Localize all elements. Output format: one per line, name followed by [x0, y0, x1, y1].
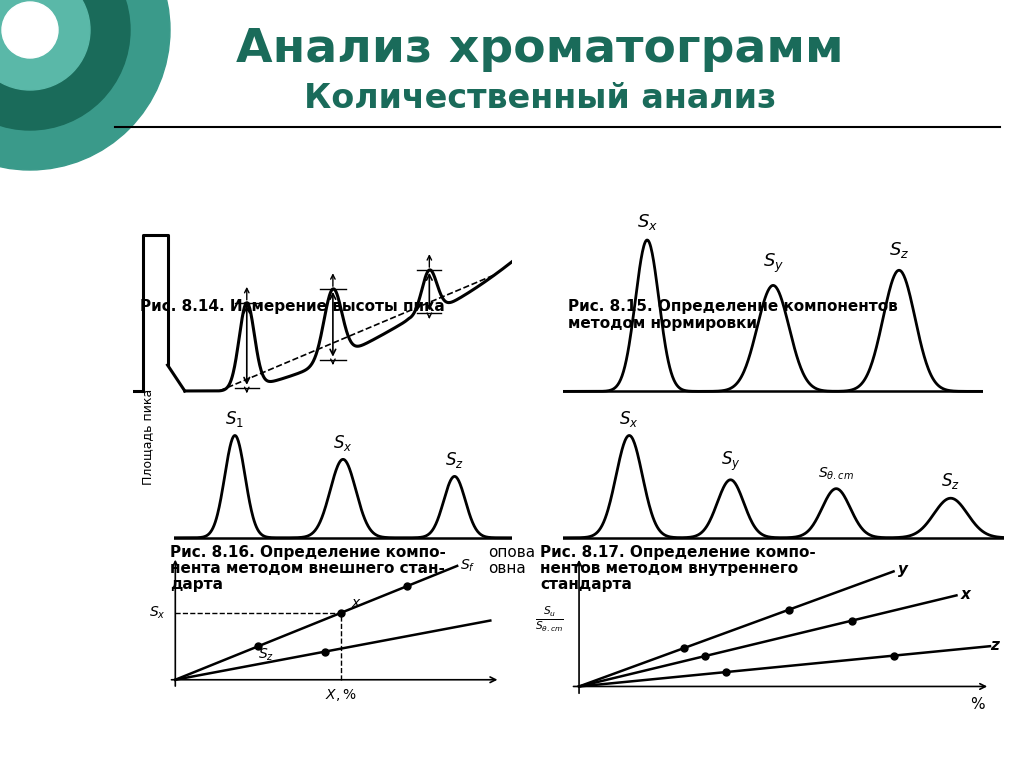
Text: Рис. 8.15. Определение компонентов: Рис. 8.15. Определение компонентов — [568, 299, 898, 314]
Text: овна: овна — [488, 561, 525, 576]
Text: $S_f$: $S_f$ — [461, 558, 476, 574]
Text: $S_z$: $S_z$ — [258, 647, 274, 663]
Text: опова: опова — [488, 545, 536, 560]
Text: дарта: дарта — [170, 577, 223, 592]
Text: нента методом внешнего стан-: нента методом внешнего стан- — [170, 561, 444, 576]
Text: y: y — [898, 562, 907, 577]
Text: $x$: $x$ — [351, 596, 361, 610]
Text: Рис. 8.16. Определение компо-: Рис. 8.16. Определение компо- — [170, 545, 445, 560]
Text: нентов методом внутреннего: нентов методом внутреннего — [540, 561, 798, 576]
Text: $S_x$: $S_x$ — [637, 212, 657, 232]
Text: $S_y$: $S_y$ — [721, 449, 740, 473]
Circle shape — [0, 0, 130, 130]
Text: $S_x$: $S_x$ — [148, 604, 165, 621]
Text: $X, \%$: $X, \%$ — [326, 687, 357, 703]
Text: $S_z$: $S_z$ — [445, 449, 464, 469]
Text: $S_{\theta.cm}$: $S_{\theta.cm}$ — [818, 466, 854, 482]
Circle shape — [2, 2, 58, 58]
Text: стандарта: стандарта — [540, 577, 632, 592]
Text: Рис. 8.17. Определение компо-: Рис. 8.17. Определение компо- — [540, 545, 816, 560]
Circle shape — [0, 0, 90, 90]
Text: z: z — [990, 637, 998, 653]
Text: Площадь пика: Площадь пика — [141, 389, 155, 485]
Text: $S_x$: $S_x$ — [333, 433, 353, 453]
Text: Анализ хроматограмм: Анализ хроматограмм — [237, 27, 844, 71]
Text: $\%$: $\%$ — [970, 696, 985, 712]
Text: $S_y$: $S_y$ — [763, 252, 783, 275]
Text: методом нормировки: методом нормировки — [568, 316, 757, 331]
Text: $S_1$: $S_1$ — [225, 409, 245, 429]
Text: Рис. 8.14. Измерение высоты пика: Рис. 8.14. Измерение высоты пика — [140, 299, 444, 314]
Text: Количественный анализ: Количественный анализ — [304, 83, 776, 116]
Circle shape — [0, 0, 170, 170]
Text: $S_z$: $S_z$ — [889, 240, 909, 260]
Text: x: x — [961, 587, 971, 602]
Text: $S_x$: $S_x$ — [620, 409, 639, 429]
Text: $S_z$: $S_z$ — [941, 472, 961, 492]
Text: $\frac{S_u}{S_{\theta.cm}}$: $\frac{S_u}{S_{\theta.cm}}$ — [536, 604, 564, 634]
